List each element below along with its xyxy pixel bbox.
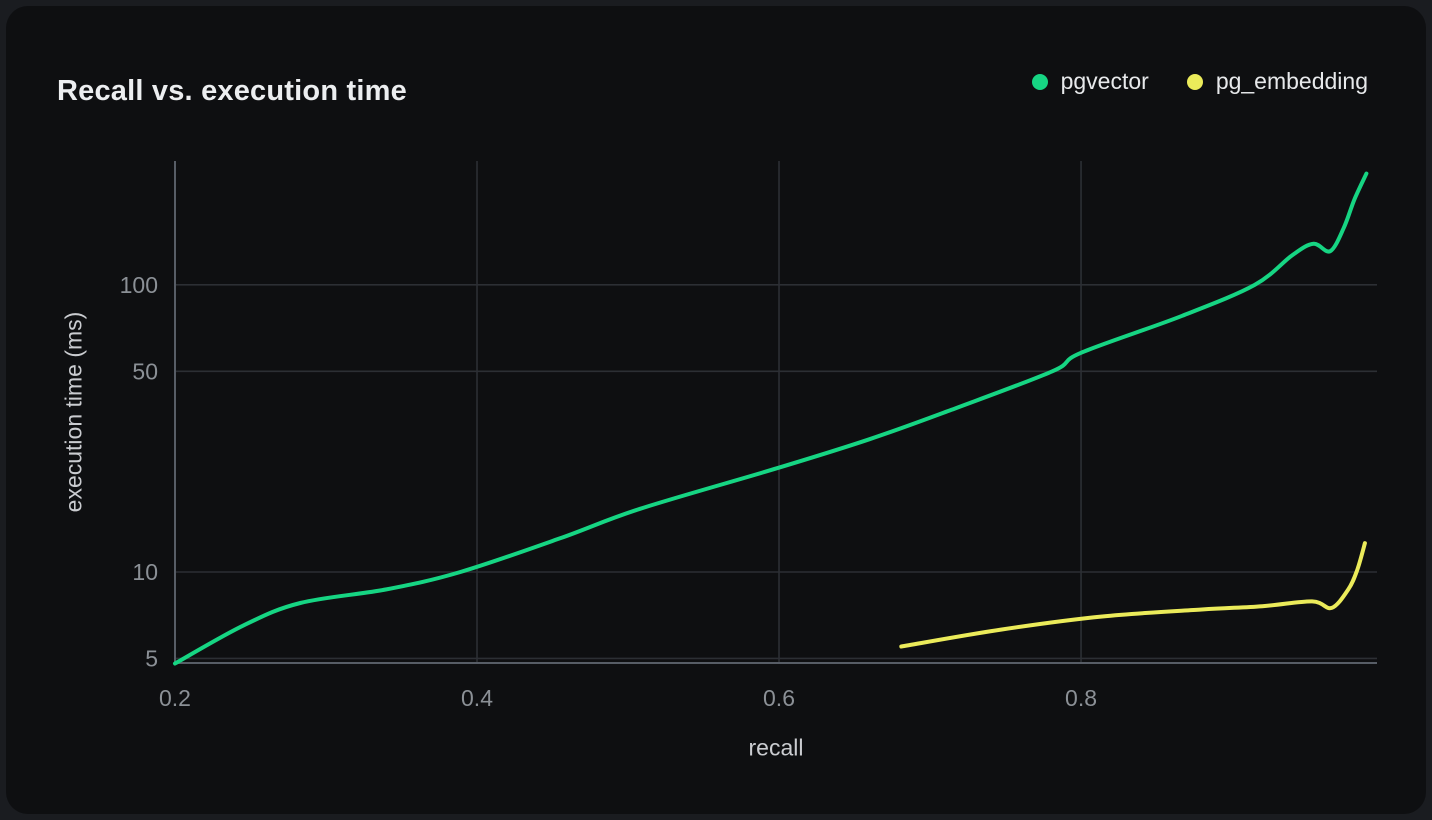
legend-label-pgvector: pgvector (1060, 68, 1149, 94)
y-tick-label-10: 10 (132, 559, 158, 585)
series-line-pg_embedding (899, 541, 1367, 649)
legend-item-pg-embedding: pg_embedding (1186, 68, 1368, 95)
y-tick-label-50: 50 (132, 358, 158, 384)
x-tick-label-0.4: 0.4 (461, 685, 493, 711)
legend: pgvector pg_embedding (1031, 68, 1368, 95)
x-tick-label-0.6: 0.6 (763, 685, 795, 711)
y-tick-label-5: 5 (145, 645, 158, 671)
y-tick-label-100: 100 (120, 272, 158, 298)
chart-title: Recall vs. execution time (57, 75, 407, 108)
pgvector-series-dot-icon (1031, 73, 1048, 90)
x-axis-title: recall (748, 734, 804, 761)
chart-card (6, 6, 1426, 814)
x-tick-label-0.8: 0.8 (1065, 685, 1097, 711)
y-axis-title: execution time (ms) (60, 311, 87, 513)
legend-item-pgvector: pgvector (1031, 68, 1149, 95)
series-line-pgvector (173, 171, 1369, 666)
pg-embedding-series-dot-icon (1186, 73, 1203, 90)
x-tick-label-0.2: 0.2 (159, 685, 191, 711)
legend-label-pg-embedding: pg_embedding (1215, 68, 1368, 94)
